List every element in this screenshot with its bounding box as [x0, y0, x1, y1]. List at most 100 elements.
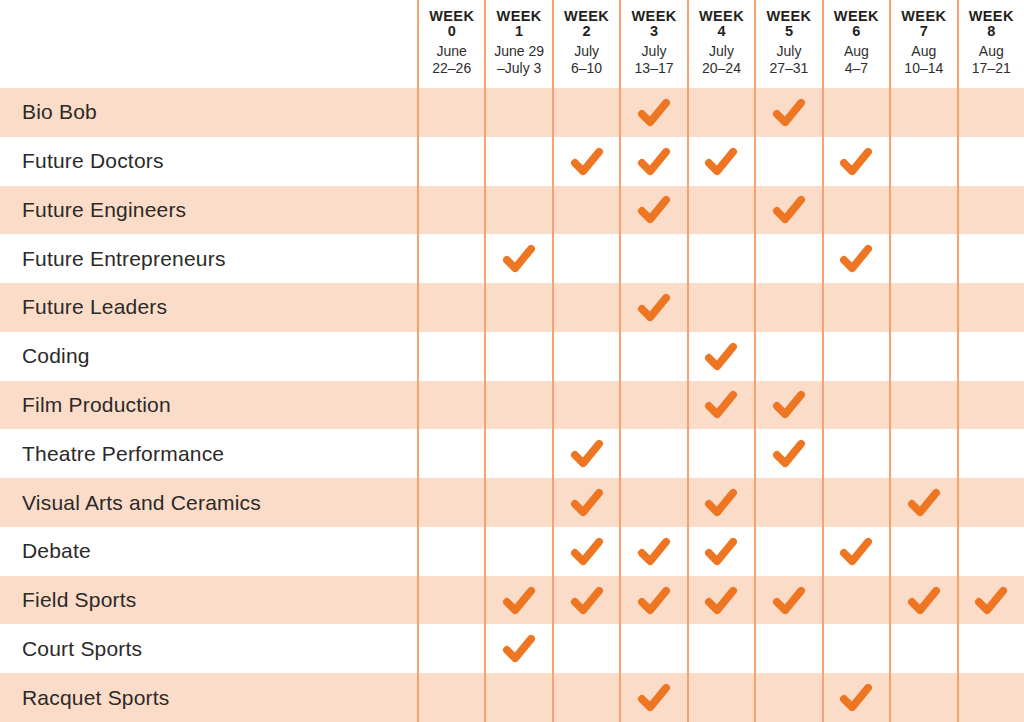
program-row: Future Doctors [0, 137, 1024, 186]
program-label: Field Sports [0, 576, 417, 625]
week-cell [687, 527, 754, 576]
date-line: 27–31 [769, 60, 808, 77]
week-cell [957, 478, 1024, 527]
program-row: Visual Arts and Ceramics [0, 478, 1024, 527]
date-line: Aug [844, 43, 869, 60]
week-cell [484, 332, 551, 381]
week-cell [552, 332, 619, 381]
week-cell [552, 673, 619, 722]
program-label: Film Production [0, 381, 417, 430]
week-cell [754, 88, 821, 137]
check-icon [569, 536, 605, 567]
week-cell [552, 478, 619, 527]
week-cell [889, 381, 956, 430]
week-cell [552, 283, 619, 332]
date-line: June [432, 43, 471, 60]
check-icon [838, 146, 874, 177]
week-cell [552, 624, 619, 673]
week-cell [687, 624, 754, 673]
check-icon [636, 146, 672, 177]
check-icon [501, 633, 537, 664]
check-icon [703, 487, 739, 518]
week-cell [484, 186, 551, 235]
week-cell [417, 478, 484, 527]
week-cell [417, 624, 484, 673]
week-cell [754, 381, 821, 430]
week-cell [957, 234, 1024, 283]
check-icon [636, 292, 672, 323]
week-cell [754, 478, 821, 527]
program-row: Court Sports [0, 624, 1024, 673]
check-icon [703, 146, 739, 177]
program-row: Theatre Performance [0, 429, 1024, 478]
week-cell [754, 234, 821, 283]
week-dates: July13–17 [635, 43, 674, 76]
week-header: WEEK 7 Aug10–14 [889, 0, 956, 88]
week-cell [822, 381, 889, 430]
table-body: Bio Bob Future Doctors Future Engineers … [0, 88, 1024, 722]
week-cell [484, 283, 551, 332]
week-cell [822, 186, 889, 235]
week-cell [687, 137, 754, 186]
program-label: Coding [0, 332, 417, 381]
week-cell [889, 137, 956, 186]
program-row: Debate [0, 527, 1024, 576]
week-cell [822, 624, 889, 673]
week-cell [619, 283, 686, 332]
week-cell [417, 576, 484, 625]
date-line: Aug [972, 43, 1011, 60]
week-header: WEEK 3 July13–17 [619, 0, 686, 88]
week-cell [889, 624, 956, 673]
week-number: 2 [583, 24, 591, 39]
week-cell [754, 527, 821, 576]
week-cell [687, 478, 754, 527]
week-cell [957, 576, 1024, 625]
check-icon [636, 97, 672, 128]
week-cell [484, 234, 551, 283]
date-line: 6–10 [571, 60, 602, 77]
date-line: July [769, 43, 808, 60]
week-cell [754, 624, 821, 673]
check-icon [906, 585, 942, 616]
week-dates: July6–10 [571, 43, 602, 76]
check-icon [501, 243, 537, 274]
check-icon [569, 585, 605, 616]
week-cell [687, 234, 754, 283]
program-row: Future Entrepreneurs [0, 234, 1024, 283]
week-cell [552, 527, 619, 576]
week-cell [619, 186, 686, 235]
week-cell [619, 429, 686, 478]
program-label: Debate [0, 527, 417, 576]
week-cell [822, 673, 889, 722]
week-cell [957, 332, 1024, 381]
week-header: WEEK 1 June 29–July 3 [484, 0, 551, 88]
week-cell [619, 88, 686, 137]
week-number: 3 [650, 24, 658, 39]
week-cell [889, 576, 956, 625]
week-cell [754, 332, 821, 381]
program-label: Racquet Sports [0, 673, 417, 722]
program-label: Theatre Performance [0, 429, 417, 478]
program-label: Bio Bob [0, 88, 417, 137]
week-cell [619, 234, 686, 283]
week-cell [822, 332, 889, 381]
week-cell [822, 478, 889, 527]
week-cell [552, 186, 619, 235]
program-label: Visual Arts and Ceramics [0, 478, 417, 527]
program-label: Future Doctors [0, 137, 417, 186]
week-word: WEEK [631, 9, 676, 24]
check-icon [636, 194, 672, 225]
week-number: 7 [920, 24, 928, 39]
week-dates: Aug17–21 [972, 43, 1011, 76]
week-word: WEEK [497, 9, 542, 24]
program-row: Field Sports [0, 576, 1024, 625]
date-line: 20–24 [702, 60, 741, 77]
week-dates: July27–31 [769, 43, 808, 76]
check-icon [906, 487, 942, 518]
week-cell [822, 283, 889, 332]
check-icon [703, 585, 739, 616]
week-cell [619, 381, 686, 430]
week-cell [754, 137, 821, 186]
program-row: Film Production [0, 381, 1024, 430]
week-cell [484, 429, 551, 478]
